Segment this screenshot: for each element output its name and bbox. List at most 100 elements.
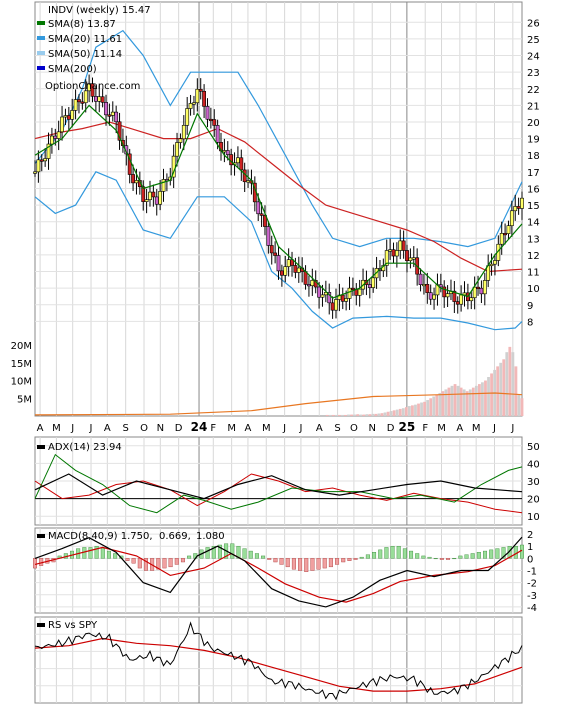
candle-body <box>154 196 159 205</box>
adx-tick-label: 50 <box>527 442 540 453</box>
candle-body <box>286 259 291 267</box>
month-label: M <box>52 423 61 434</box>
legend-swatch <box>37 51 45 55</box>
macd-histogram-bar <box>427 556 432 559</box>
macd-histogram-bar <box>495 548 500 559</box>
adx-tick-label: 10 <box>527 512 540 523</box>
legend-label: SMA(200) <box>48 64 97 75</box>
volume-bar <box>438 392 442 416</box>
candle-body <box>198 88 203 92</box>
macd-histogram-bar <box>156 558 161 570</box>
volume-bar <box>490 373 493 416</box>
candle-body <box>181 124 186 140</box>
macd-histogram-bar <box>347 558 352 561</box>
month-label: O <box>140 423 148 434</box>
volume-bar <box>444 389 448 416</box>
price-tick-label: 23 <box>527 68 540 79</box>
candle-body <box>422 284 426 287</box>
macd-swatch <box>37 534 45 538</box>
volume-bar <box>426 400 430 416</box>
month-label: N <box>157 423 164 434</box>
macd-histogram-bar <box>433 558 438 560</box>
volume-bar <box>389 411 393 416</box>
candle-body <box>53 135 58 139</box>
volume-bar <box>481 382 484 416</box>
candle-body <box>60 116 64 133</box>
candle-body <box>479 287 484 295</box>
volume-bar <box>362 414 366 416</box>
candle-body <box>83 90 88 104</box>
candle-body <box>455 301 460 305</box>
volume-tick-label: 20M <box>11 341 32 352</box>
volume-tick-label: 10M <box>11 377 32 388</box>
macd-histogram-bar <box>322 558 327 569</box>
macd-histogram-bar <box>483 550 488 559</box>
legend-swatch <box>37 21 45 25</box>
adx-tick-label: 20 <box>527 495 540 506</box>
candle-body <box>90 83 95 97</box>
macd-histogram-bar <box>476 552 481 559</box>
price-volume-frame <box>34 1 523 417</box>
volume-bar <box>499 362 503 416</box>
candle-body <box>208 118 213 122</box>
candle-body <box>452 290 457 302</box>
candle-body <box>185 108 190 126</box>
volume-bar <box>435 394 439 416</box>
volume-bar <box>344 414 347 416</box>
candle-body <box>398 240 403 251</box>
candle-body <box>144 199 149 202</box>
macd-histogram-bar <box>390 546 395 559</box>
macd-histogram-bar <box>378 549 383 559</box>
macd-histogram-bar <box>248 550 253 559</box>
macd-title: MACD(8,40,9) 1.750, <box>48 531 153 542</box>
volume-tick-label: 5M <box>17 394 32 405</box>
year-label: 25 <box>399 420 416 434</box>
candle-body <box>46 143 51 159</box>
adx-tick-label: 40 <box>527 459 540 470</box>
candle-body <box>493 260 497 265</box>
candle-body <box>411 257 416 260</box>
candle-body <box>310 280 315 286</box>
volume-bar <box>325 414 329 416</box>
candle-body <box>33 171 37 174</box>
volume-bar <box>371 413 375 416</box>
price-tick-label: 11 <box>527 268 540 279</box>
candle-body <box>242 169 247 183</box>
candle-body <box>104 102 108 116</box>
candle-body <box>371 277 376 288</box>
macd-histogram-bar <box>267 558 272 560</box>
candle-body <box>222 150 227 153</box>
volume-bar <box>331 414 335 416</box>
month-label: J <box>282 423 286 434</box>
candle-body <box>367 284 372 288</box>
macd-histogram-bar <box>242 548 247 559</box>
candle-body <box>351 287 355 290</box>
macd-histogram-bar <box>489 549 494 559</box>
candle-body <box>141 186 146 202</box>
candle-body <box>202 90 206 107</box>
candle-body <box>445 293 450 298</box>
candle-body <box>205 106 210 120</box>
price-tick-label: 20 <box>527 118 540 129</box>
macd-histogram-bar <box>335 558 340 565</box>
legend-swatch <box>37 36 45 40</box>
candle-body <box>347 287 352 299</box>
macd-histogram-bar <box>402 548 407 559</box>
candle-body <box>432 294 436 300</box>
candle-body <box>131 174 135 184</box>
macd-histogram-bar <box>187 555 192 559</box>
candle-body <box>114 111 119 123</box>
price-tick-label: 18 <box>527 151 540 162</box>
candle-body <box>469 297 474 302</box>
candle-body <box>188 103 193 109</box>
candle-body <box>269 245 274 254</box>
macd-tick-label: 0 <box>527 554 533 565</box>
macd-tick-label: -1 <box>527 567 537 578</box>
volume-bar <box>398 408 402 416</box>
month-label: F <box>422 423 428 434</box>
candle-body <box>212 119 217 126</box>
volume-bar <box>414 404 417 416</box>
candle-body <box>418 273 423 285</box>
